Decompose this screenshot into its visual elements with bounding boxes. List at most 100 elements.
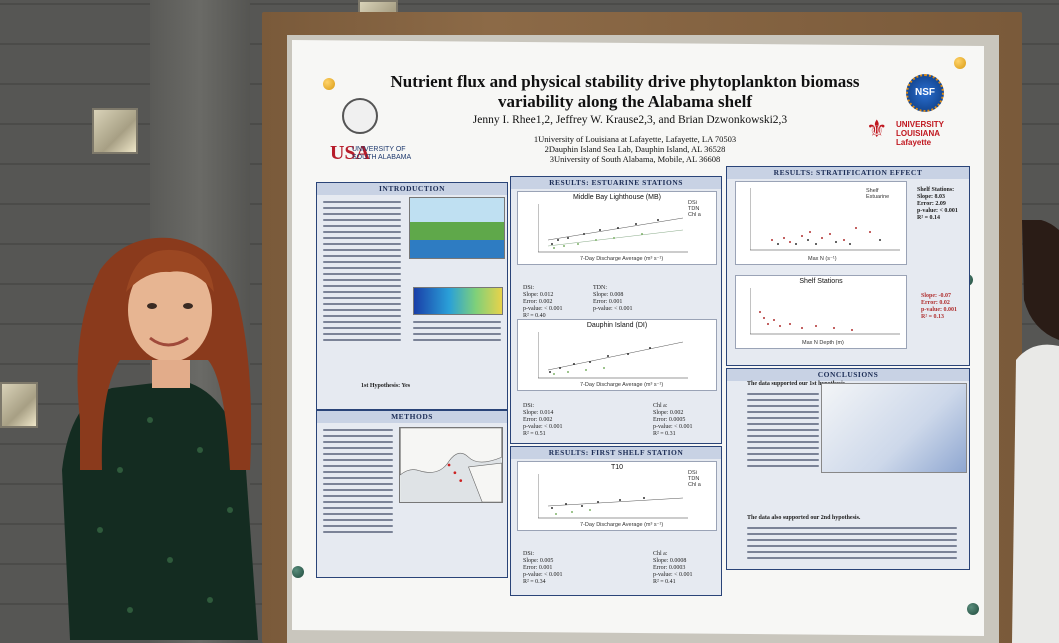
- conclusion-text-1: [747, 393, 819, 471]
- glass-block-lower: [0, 382, 38, 428]
- t10-chl-slope: Slope: 0.0008: [653, 558, 687, 564]
- di-chl-slope: Slope: 0.002: [653, 410, 684, 416]
- usa-logo-text: UNIVERSITY OF SOUTH ALABAMA: [352, 146, 411, 162]
- strat-scatter: [750, 188, 900, 251]
- mb-plot: Middle Bay Lighthouse (MB) DSi TDN Chl a…: [517, 191, 717, 265]
- push-pin: [323, 78, 335, 90]
- shelf-plot-title: Shelf Stations: [799, 278, 843, 285]
- nsf-logo: NSF: [906, 74, 944, 112]
- shelf-stats-slope: Slope: 8.03: [917, 194, 946, 200]
- di-chl-p: p-value: < 0.001: [653, 424, 693, 430]
- introduction-text: [323, 201, 401, 345]
- legend-tdn: TDN: [688, 206, 700, 212]
- introduction-panel: INTRODUCTION 1st Hypothesis: Yes: [316, 182, 508, 410]
- glass-block-upper: [92, 108, 138, 154]
- affiliation-2: 2Dauphin Island Sea Lab, Dauphin Island,…: [544, 144, 726, 154]
- mb-tdn-error: Error: 0.001: [593, 299, 623, 305]
- red-stats-p: p-value: 0.001: [921, 307, 957, 313]
- legend-shelf: Shelf: [866, 188, 879, 194]
- mb-dsi-stats: DSi: Slope: 0.012 Error: 0.002 p-value: …: [523, 285, 563, 320]
- t10-scatter: [538, 474, 688, 519]
- mb-dsi-error: Error: 0.002: [523, 299, 553, 305]
- di-chl-r2: R² = 0.31: [653, 431, 676, 437]
- conclusions-panel: CONCLUSIONS The data supported our 1st h…: [726, 368, 970, 570]
- di-plot-title: Dauphin Island (DI): [586, 322, 648, 329]
- di-dsi-stats: DSi: Slope: 0.014 Error: 0.002 p-value: …: [523, 403, 563, 438]
- mb-dsi-slope: Slope: 0.012: [523, 292, 554, 298]
- ull-logo-line-1: UNIVERSITY: [896, 120, 945, 129]
- di-dsi-r2: R² = 0.51: [523, 431, 546, 437]
- poster-authors: Jenny I. Rhee1,2, Jeffrey W. Krause2,3, …: [472, 114, 788, 126]
- di-dsi-p: p-value: < 0.001: [523, 424, 563, 430]
- ull-logo-line-3: Lafayette: [896, 138, 932, 147]
- red-stats-error: Error: 0.02: [921, 300, 950, 306]
- conclusion-lead: The data supported our 1st hypothesis.: [747, 381, 847, 387]
- red-stats-slope: Slope: -0.07: [921, 293, 951, 299]
- shelf-scatter: [750, 288, 900, 335]
- introduction-heading: INTRODUCTION: [317, 183, 507, 195]
- strat-plot: Shelf Estuarine Max N (s⁻¹): [735, 181, 907, 265]
- hypothesis-1-text: 1st Hypothesis: Yes: [361, 383, 411, 389]
- t10-chl-head: Chl a:: [653, 551, 668, 557]
- conceptual-schematic: [821, 383, 967, 473]
- di-scatter: [538, 332, 688, 379]
- mb-tdn-stats: TDN: Slope: 0.008 Error: 0.001 p-value: …: [593, 285, 633, 313]
- t10-plot-title: T10: [610, 464, 624, 471]
- t10-chl-r2: R² = 0.41: [653, 579, 676, 585]
- legend-chl: Chl a: [688, 482, 701, 488]
- t10-dsi-head: DSi:: [523, 551, 535, 557]
- t10-dsi-p: p-value: < 0.001: [523, 572, 563, 578]
- figure-caption: [413, 321, 501, 345]
- mb-tdn-p: p-value: < 0.001: [593, 306, 633, 312]
- usa-logo-line-2: SOUTH ALABAMA: [352, 154, 412, 161]
- di-chl-error: Error: 0.0005: [653, 417, 686, 423]
- fleur-de-lis-icon: ⚜: [866, 117, 888, 143]
- estuarine-heading: RESULTS: ESTUARINE STATIONS: [511, 177, 721, 189]
- t10-dsi-r2: R² = 0.34: [523, 579, 546, 585]
- push-pin: [954, 57, 966, 69]
- red-stats-r2: R² = 0.13: [921, 314, 945, 320]
- push-pin: [292, 566, 304, 578]
- t10-chl-stats: Chl a: Slope: 0.0008 Error: 0.0003 p-val…: [653, 551, 693, 586]
- t10-chl-p: p-value: < 0.001: [653, 572, 693, 578]
- shelf-stats: Shelf Stations: Slope: 8.03 Error: 2.09 …: [917, 187, 958, 222]
- mb-scatter: [538, 204, 688, 253]
- t10-dsi-error: Error: 0.001: [523, 565, 553, 571]
- di-dsi-slope: Slope: 0.014: [523, 410, 554, 416]
- presenter-person: [62, 237, 258, 640]
- mb-tdn-head: TDN:: [593, 285, 607, 291]
- legend-estuarine: Estuarine: [866, 194, 890, 200]
- shelf-depth-plot: Shelf Stations Max N Depth (m): [735, 275, 907, 349]
- affiliation-3: 3University of South Alabama, Mobile, AL…: [549, 154, 721, 164]
- conceptual-diagram-image: [409, 197, 505, 259]
- conclusion-2: The data also supported our 2nd hypothes…: [747, 515, 861, 521]
- shelf-results-panel: RESULTS: FIRST SHELF STATION T10 DSi TDN…: [510, 446, 722, 596]
- shelf-depth-stats: Slope: -0.07 Error: 0.02 p-value: 0.001 …: [921, 293, 957, 321]
- legend-dsi: DSi: [688, 200, 697, 206]
- t10-x-label: 7-Day Discharge Average (m³ s⁻¹): [580, 522, 664, 528]
- methods-heading: METHODS: [317, 411, 507, 423]
- di-dsi-error: Error: 0.002: [523, 417, 553, 423]
- di-chl-head: Chl a:: [653, 403, 668, 409]
- di-chl-stats: Chl a: Slope: 0.002 Error: 0.0005 p-valu…: [653, 403, 693, 438]
- t10-legend: DSi TDN Chl a: [688, 470, 701, 488]
- lab-seal-logo: [342, 98, 378, 134]
- ctd-profile-image: [413, 287, 503, 315]
- mb-dsi-r2: R² = 0.40: [523, 313, 546, 319]
- shelf-stats-head: Shelf Stations:: [917, 187, 955, 193]
- di-plot: Dauphin Island (DI) 7-Day Discharge Aver…: [517, 319, 717, 391]
- strat-legend: Shelf Estuarine: [866, 188, 889, 200]
- mb-dsi-p: p-value: < 0.001: [523, 306, 563, 312]
- mb-x-label: 7-Day Discharge Average (m³ s⁻¹): [580, 256, 664, 262]
- t10-chl-error: Error: 0.0003: [653, 565, 686, 571]
- conclusion-text-2: [747, 527, 957, 563]
- usa-logo-mark: USA: [330, 142, 371, 164]
- ull-logo: ⚜ UNIVERSITY LOUISIANA Lafayette: [866, 116, 966, 147]
- legend-tdn: TDN: [688, 476, 700, 482]
- shelf-x-label: Max N Depth (m): [802, 340, 844, 346]
- estuarine-results-panel: RESULTS: ESTUARINE STATIONS Middle Bay L…: [510, 176, 722, 444]
- poster-title: Nutrient flux and physical stability dri…: [390, 72, 860, 111]
- usa-logo-line-1: UNIVERSITY OF: [352, 146, 406, 153]
- t10-dsi-slope: Slope: 0.005: [523, 558, 554, 564]
